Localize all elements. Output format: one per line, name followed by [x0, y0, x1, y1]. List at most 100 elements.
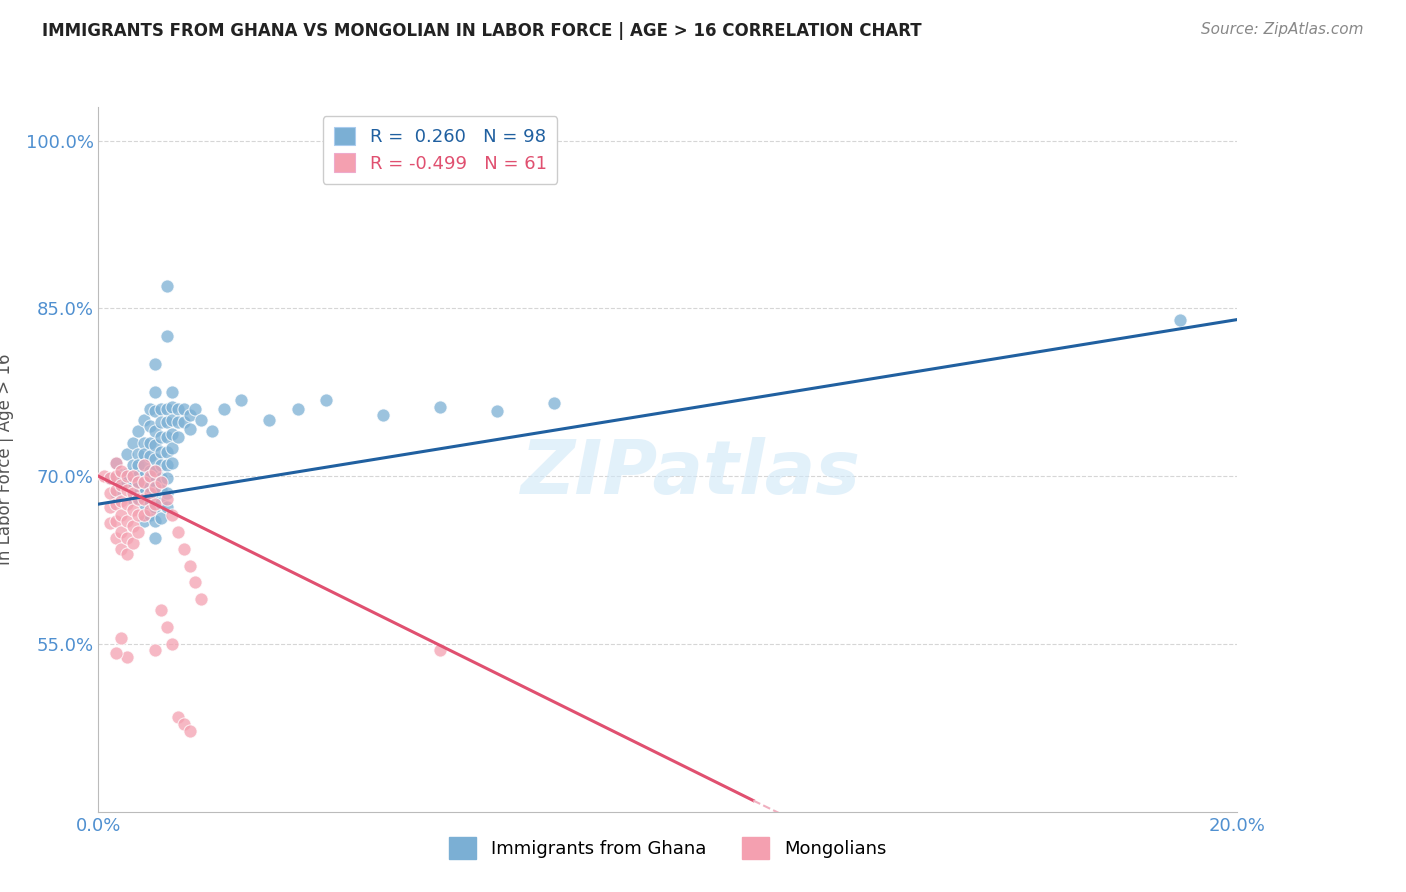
Point	[104, 483, 127, 497]
Point	[121, 519, 143, 533]
Point	[132, 458, 155, 472]
Text: IMMIGRANTS FROM GHANA VS MONGOLIAN IN LABOR FORCE | AGE > 16 CORRELATION CHART: IMMIGRANTS FROM GHANA VS MONGOLIAN IN LA…	[42, 22, 922, 40]
Point	[162, 426, 184, 441]
Point	[138, 493, 160, 508]
Point	[138, 435, 160, 450]
Point	[115, 483, 138, 497]
Point	[145, 452, 167, 467]
Point	[259, 413, 281, 427]
Point	[132, 497, 155, 511]
Point	[167, 709, 190, 723]
Point	[127, 480, 149, 494]
Point	[115, 514, 138, 528]
Point	[121, 536, 143, 550]
Point	[115, 467, 138, 481]
Point	[162, 400, 184, 414]
Point	[98, 471, 121, 485]
Point	[132, 475, 155, 489]
Point	[150, 475, 173, 489]
Point	[429, 400, 451, 414]
Point	[104, 514, 127, 528]
Point	[127, 525, 149, 540]
Point	[145, 480, 167, 494]
Point	[167, 430, 190, 444]
Point	[104, 486, 127, 500]
Point	[145, 531, 167, 545]
Point	[156, 416, 179, 430]
Point	[150, 510, 173, 524]
Point	[156, 329, 179, 343]
Point	[138, 402, 160, 417]
Point	[156, 471, 179, 485]
Point	[162, 456, 184, 470]
Point	[121, 475, 143, 489]
Point	[110, 464, 132, 478]
Point	[145, 486, 167, 500]
Point	[150, 496, 173, 510]
Point	[190, 413, 212, 427]
Point	[156, 444, 179, 458]
Point	[132, 447, 155, 461]
Point	[162, 385, 184, 400]
Point	[110, 508, 132, 523]
Point	[156, 500, 179, 515]
Point	[167, 416, 190, 430]
Point	[138, 471, 160, 485]
Point	[145, 385, 167, 400]
Point	[150, 471, 173, 485]
Point	[115, 548, 138, 562]
Point	[167, 525, 190, 540]
Text: ZIPatlas: ZIPatlas	[520, 437, 860, 510]
Point	[104, 646, 127, 660]
Point	[145, 357, 167, 371]
Point	[1170, 312, 1192, 326]
Point	[127, 475, 149, 489]
Point	[110, 475, 132, 489]
Point	[156, 430, 179, 444]
Point	[110, 525, 132, 540]
Point	[98, 471, 121, 485]
Point	[132, 475, 155, 489]
Point	[138, 449, 160, 463]
Point	[145, 514, 167, 528]
Point	[104, 531, 127, 545]
Point	[150, 402, 173, 417]
Point	[110, 541, 132, 556]
Point	[145, 404, 167, 418]
Point	[132, 435, 155, 450]
Point	[287, 402, 309, 417]
Point	[156, 458, 179, 472]
Point	[486, 404, 509, 418]
Point	[110, 468, 132, 483]
Point	[145, 438, 167, 452]
Point	[173, 402, 195, 417]
Point	[150, 458, 173, 472]
Point	[429, 642, 451, 657]
Point	[104, 497, 127, 511]
Point	[179, 724, 201, 739]
Point	[121, 469, 143, 483]
Point	[156, 486, 179, 500]
Point	[138, 418, 160, 433]
Point	[138, 480, 160, 494]
Point	[179, 422, 201, 436]
Point	[132, 508, 155, 523]
Point	[150, 416, 173, 430]
Point	[132, 469, 155, 483]
Point	[110, 478, 132, 492]
Point	[121, 491, 143, 506]
Point	[145, 464, 167, 478]
Point	[162, 508, 184, 523]
Point	[127, 447, 149, 461]
Point	[201, 425, 224, 439]
Point	[162, 441, 184, 455]
Point	[150, 483, 173, 497]
Point	[190, 592, 212, 607]
Point	[156, 279, 179, 293]
Point	[150, 430, 173, 444]
Point	[145, 464, 167, 478]
Point	[145, 500, 167, 515]
Point	[145, 475, 167, 489]
Point	[127, 475, 149, 489]
Point	[156, 620, 179, 634]
